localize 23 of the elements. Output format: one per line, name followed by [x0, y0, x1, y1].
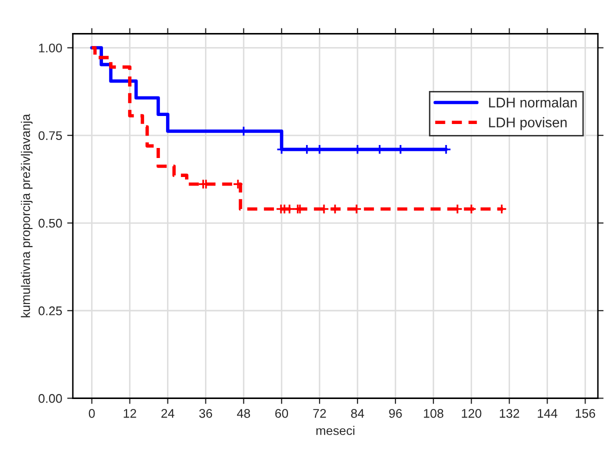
y-tick-label: 0.50: [38, 218, 62, 228]
y-axis-title: kumulativna proporcija preživljavanja: [20, 114, 33, 318]
x-tick-label: 120: [462, 408, 482, 418]
x-axis-title: meseci: [316, 426, 354, 436]
x-tick-label: 36: [199, 408, 212, 418]
y-tick-label: 0.00: [38, 394, 62, 403]
x-tick-label: 156: [576, 408, 596, 418]
x-tick-label: 0: [88, 408, 95, 418]
x-tick-label: 48: [236, 408, 250, 418]
x-tick-label: 12: [124, 408, 136, 418]
x-tick-label: 84: [351, 408, 364, 418]
y-tick-label: 1.00: [39, 44, 62, 52]
legend-label: LDH normalan: [489, 97, 577, 108]
x-tick-label: 108: [424, 408, 444, 418]
x-tick-label: 60: [275, 408, 288, 418]
x-tick-label: 132: [500, 408, 520, 418]
x-tick-label: 144: [538, 409, 558, 418]
x-tick-label: 24: [161, 408, 174, 418]
legend-label: LDH povisen: [489, 117, 567, 130]
x-tick-label: 72: [313, 408, 326, 418]
y-tick-label: 0.25: [38, 306, 62, 316]
y-tick-label: 0.75: [38, 131, 62, 140]
x-tick-label: 96: [389, 408, 402, 418]
